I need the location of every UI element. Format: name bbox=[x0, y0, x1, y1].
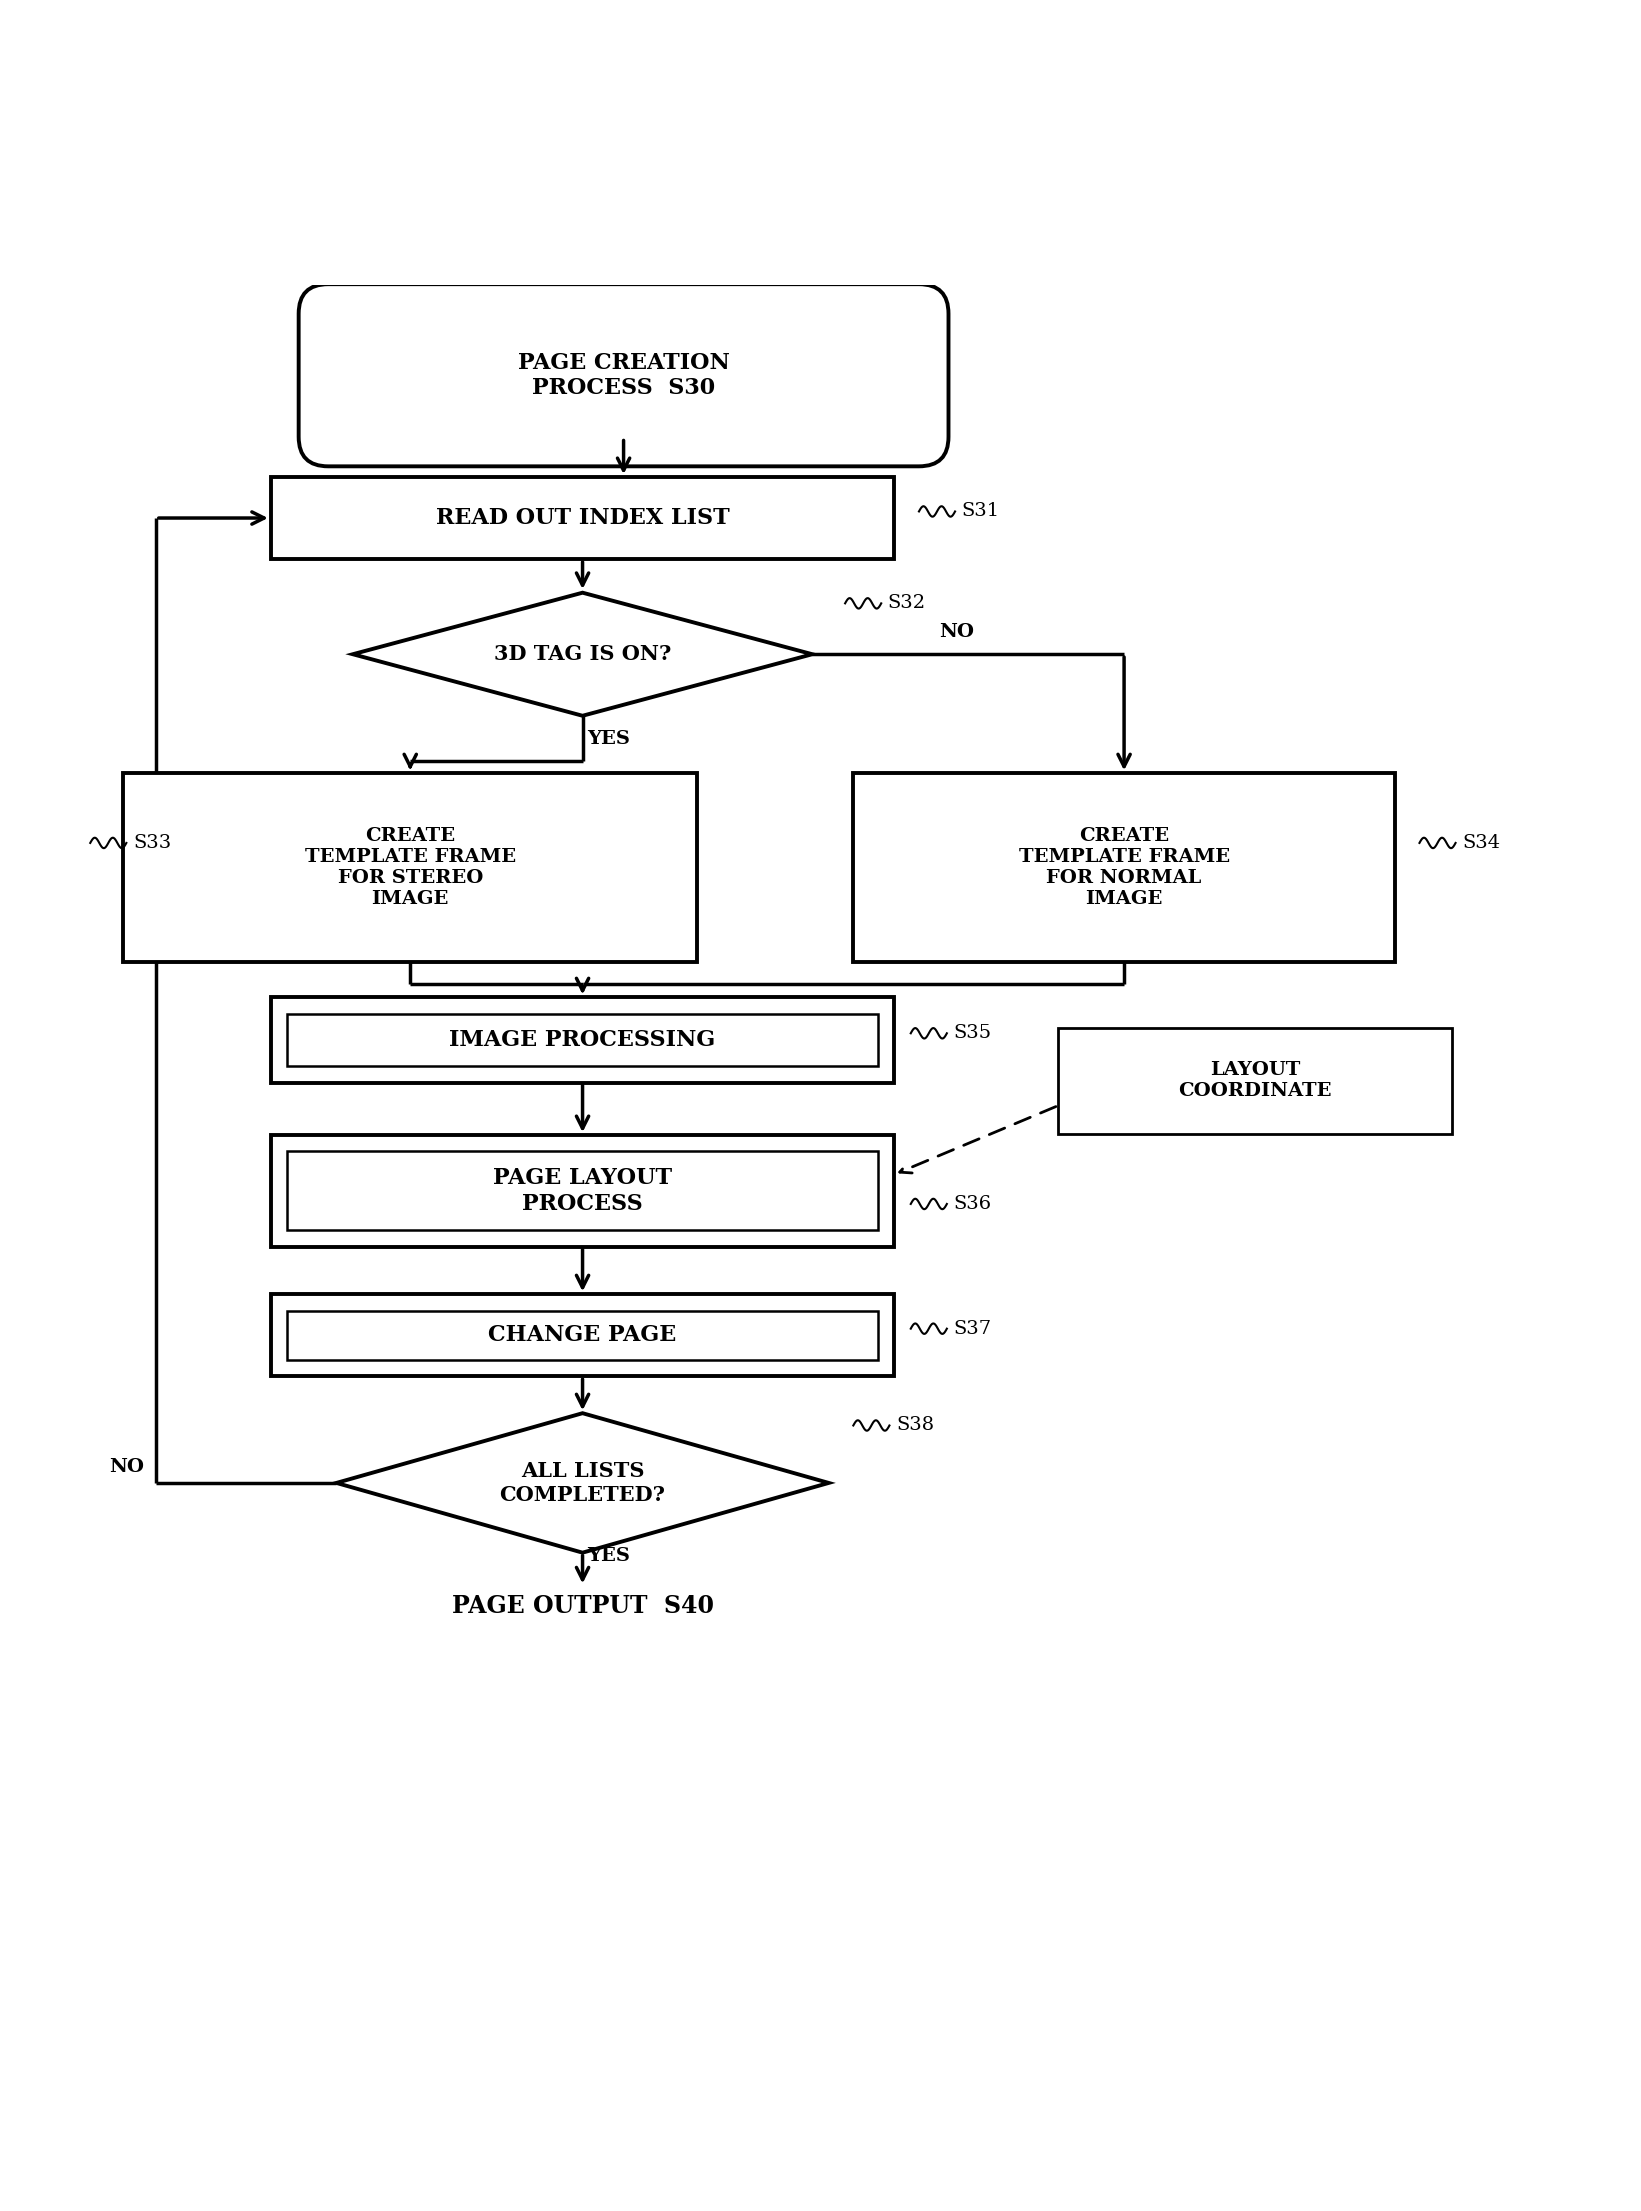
Text: S34: S34 bbox=[1462, 834, 1500, 851]
Text: CHANGE PAGE: CHANGE PAGE bbox=[489, 1324, 676, 1346]
Bar bbox=[271, 997, 894, 1083]
Text: IMAGE PROCESSING: IMAGE PROCESSING bbox=[450, 1028, 715, 1050]
Polygon shape bbox=[336, 1413, 829, 1552]
Text: S31: S31 bbox=[962, 502, 999, 520]
Text: NO: NO bbox=[110, 1459, 144, 1477]
Bar bbox=[853, 774, 1395, 962]
Text: CREATE
TEMPLATE FRAME
FOR STEREO
IMAGE: CREATE TEMPLATE FRAME FOR STEREO IMAGE bbox=[305, 827, 515, 909]
Bar bbox=[271, 478, 894, 559]
Text: 3D TAG IS ON?: 3D TAG IS ON? bbox=[494, 643, 671, 663]
Bar bbox=[123, 774, 697, 962]
Bar bbox=[271, 1293, 894, 1375]
Text: S37: S37 bbox=[953, 1320, 991, 1338]
Text: YES: YES bbox=[587, 730, 630, 747]
Bar bbox=[287, 1152, 878, 1229]
Text: READ OUT INDEX LIST: READ OUT INDEX LIST bbox=[435, 506, 730, 528]
Text: S33: S33 bbox=[133, 834, 171, 851]
Bar bbox=[287, 1013, 878, 1066]
Bar bbox=[271, 1134, 894, 1247]
Text: PAGE OUTPUT  S40: PAGE OUTPUT S40 bbox=[451, 1594, 714, 1618]
Polygon shape bbox=[353, 593, 812, 716]
Text: ALL LISTS
COMPLETED?: ALL LISTS COMPLETED? bbox=[499, 1461, 666, 1503]
Text: S35: S35 bbox=[953, 1024, 991, 1041]
Text: S38: S38 bbox=[896, 1417, 934, 1435]
Text: NO: NO bbox=[939, 624, 973, 641]
Text: CREATE
TEMPLATE FRAME
FOR NORMAL
IMAGE: CREATE TEMPLATE FRAME FOR NORMAL IMAGE bbox=[1019, 827, 1229, 909]
Text: PAGE LAYOUT
PROCESS: PAGE LAYOUT PROCESS bbox=[492, 1167, 673, 1214]
Text: S36: S36 bbox=[953, 1194, 991, 1214]
Text: S32: S32 bbox=[888, 595, 926, 612]
Text: PAGE CREATION
PROCESS  S30: PAGE CREATION PROCESS S30 bbox=[517, 352, 730, 398]
Bar bbox=[1058, 1028, 1452, 1134]
Bar bbox=[287, 1311, 878, 1360]
FancyBboxPatch shape bbox=[299, 285, 948, 467]
Text: LAYOUT
COORDINATE: LAYOUT COORDINATE bbox=[1178, 1061, 1332, 1101]
Text: YES: YES bbox=[587, 1548, 630, 1565]
